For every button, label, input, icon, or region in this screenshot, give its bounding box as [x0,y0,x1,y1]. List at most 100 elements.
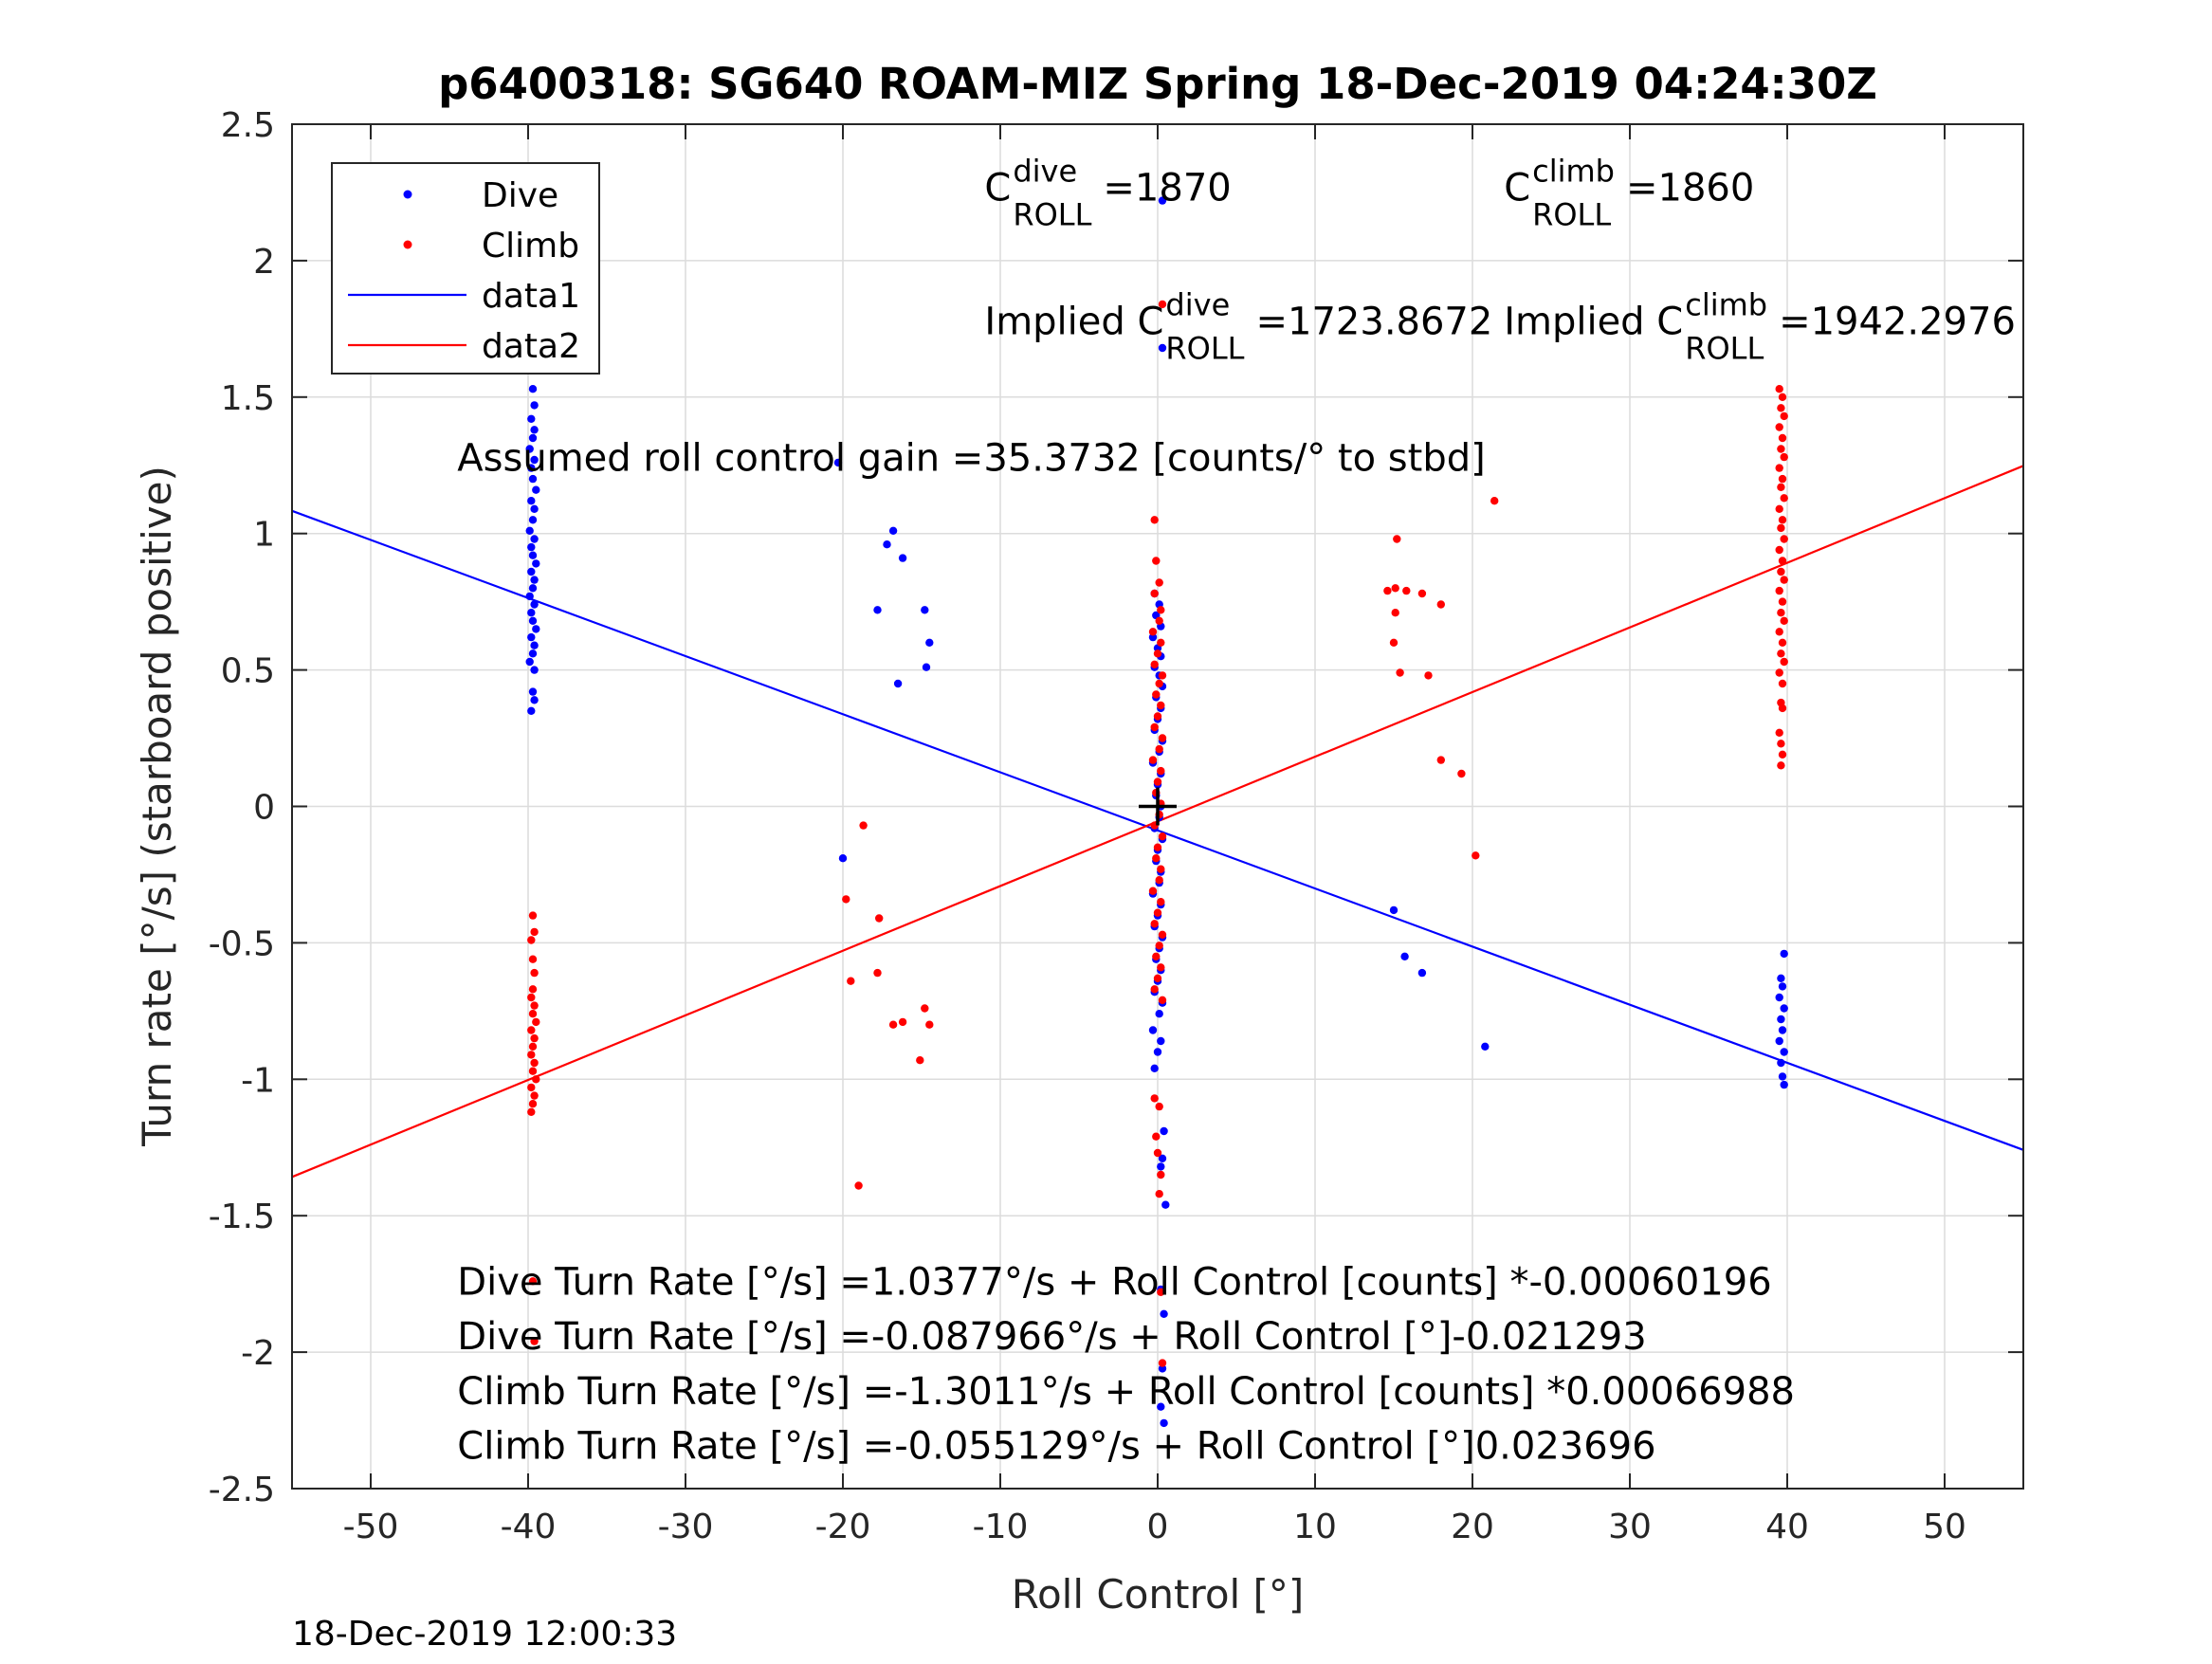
chart-title: p6400318: SG640 ROAM-MIZ Spring 18-Dec-2… [438,59,1877,109]
data-point [1155,679,1163,688]
data-point [532,559,540,568]
data-point [1155,1190,1163,1198]
data-point [1152,557,1161,565]
data-point [1152,952,1161,960]
data-point [1150,516,1159,524]
y-tick-label: 1.5 [221,379,275,418]
legend-label: Climb [482,227,579,265]
data-point [1775,545,1783,555]
data-point [528,551,538,559]
data-point [530,1337,539,1345]
data-point [1157,1402,1165,1411]
legend-items: Dive Climb data1 data2 [348,176,580,366]
x-axis-label: Roll Control [°] [1012,1571,1305,1618]
data-point [1775,628,1783,636]
data-point [528,1010,538,1018]
data-point [528,385,538,393]
legend-label: data1 [482,277,580,316]
data-point [1152,1132,1161,1141]
data-point [530,504,539,513]
data-point [527,936,536,944]
data-point [528,1100,538,1108]
data-point [1780,535,1788,543]
x-tick-label: 40 [1765,1508,1809,1546]
data-point [530,1033,539,1043]
data-point [888,526,898,535]
data-point [1778,597,1787,606]
annotation-sub: ROLL [1165,331,1244,367]
data-point [1780,494,1788,503]
data-point [922,663,931,671]
data-point [1778,516,1787,524]
data-point [1155,578,1163,587]
data-point [1383,586,1392,595]
data-point [530,600,539,609]
legend-label: data2 [482,327,580,366]
data-point [1150,660,1159,668]
data-point [1436,600,1446,609]
data-point [888,1020,898,1029]
annotation-value: =1942.2976 [1779,301,2016,344]
data-point [1400,952,1409,960]
data-point [530,666,539,674]
data-point [873,606,882,614]
data-point [1148,632,1158,642]
y-tick-label: 0 [253,789,275,828]
data-point [1780,1080,1788,1089]
data-point [1780,452,1788,462]
data-point [1153,649,1162,658]
data-point [1777,445,1785,453]
y-tick-label: -1.5 [209,1198,275,1236]
data-point [1778,433,1787,443]
data-point [527,414,536,423]
x-tick-label: 10 [1293,1508,1337,1546]
data-point [921,1004,929,1013]
data-point [1157,606,1165,614]
data-point [528,649,538,658]
y-tick-label: -0.5 [209,924,275,963]
data-point [1148,628,1158,636]
data-point [1778,474,1787,484]
data-point [1389,638,1398,647]
data-point [1775,586,1783,595]
x-tick-label: 20 [1451,1508,1494,1546]
data-point [530,641,539,649]
data-point [1152,690,1161,699]
data-point [1152,854,1161,863]
data-point [1158,832,1167,841]
data-point [528,985,538,994]
data-point [530,1091,539,1100]
data-point [528,584,538,593]
data-point [530,968,539,978]
data-point [527,1051,536,1059]
data-point [528,911,538,920]
legend-box [331,162,600,375]
data-point [1157,1162,1165,1171]
data-point [1777,609,1785,617]
data-point [1155,876,1163,885]
data-point [532,1075,540,1084]
x-tick-label: -50 [343,1508,399,1546]
data-point [1481,1042,1490,1051]
data-point [532,625,540,633]
data-point [1157,701,1165,710]
annotation-value: =1860 [1626,167,1754,210]
data-point [1778,1072,1787,1081]
data-point [527,464,536,472]
data-point [1777,523,1785,533]
data-point [532,1017,540,1027]
data-point [898,554,907,562]
data-point [859,821,868,830]
data-point [854,1181,863,1190]
data-point [1417,589,1427,598]
data-point [1153,974,1162,983]
series-climb [527,300,1788,1367]
data-point [1780,1048,1788,1056]
x-tick-label: 30 [1608,1508,1652,1546]
data-point [1778,982,1787,991]
data-point [847,977,855,985]
data-point [1158,1359,1167,1367]
